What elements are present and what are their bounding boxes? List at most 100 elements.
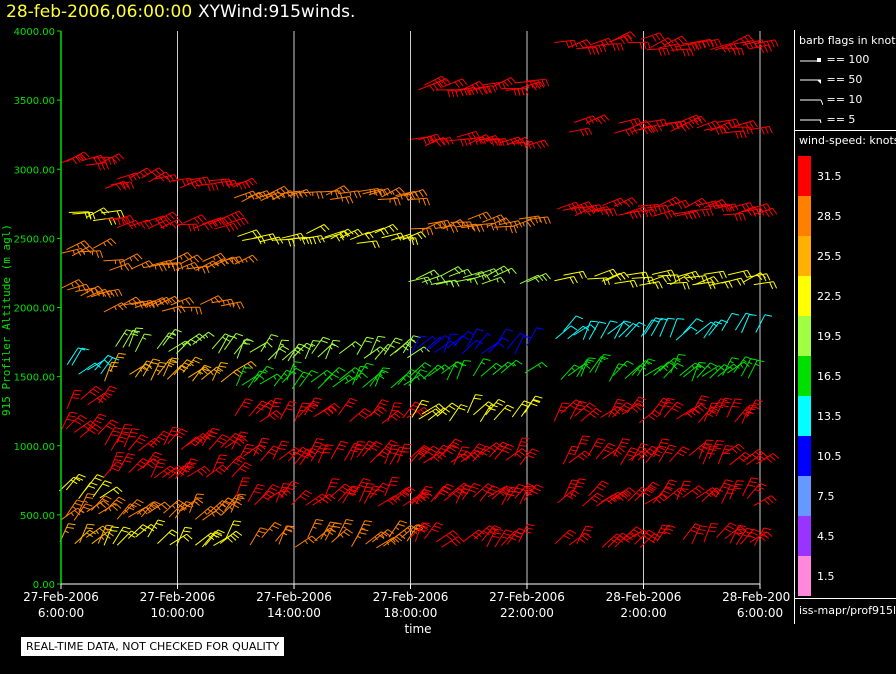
barb-feather bbox=[724, 397, 732, 400]
barb-feather bbox=[458, 453, 467, 456]
barb-feather bbox=[649, 484, 657, 489]
barb-feather bbox=[242, 343, 251, 345]
barb-staff bbox=[278, 447, 296, 460]
barb-feather bbox=[660, 400, 668, 405]
barb-feather bbox=[531, 448, 539, 452]
wind-barb bbox=[481, 342, 505, 355]
barb-feather bbox=[110, 433, 118, 437]
barb-feather bbox=[85, 503, 93, 507]
barb-staff bbox=[281, 232, 302, 239]
wind-barb bbox=[356, 240, 380, 249]
barb-feather bbox=[770, 495, 777, 502]
colorbar-cell bbox=[798, 236, 811, 276]
wind-barb bbox=[267, 398, 283, 418]
barb-feather bbox=[105, 291, 111, 299]
barb-half-feather bbox=[96, 504, 100, 509]
barb-feather bbox=[123, 460, 132, 463]
barb-feather bbox=[180, 305, 186, 313]
barb-feather bbox=[738, 443, 745, 450]
barb-staff bbox=[170, 177, 191, 182]
barb-staff bbox=[163, 499, 179, 514]
barb-feather bbox=[375, 440, 383, 446]
wind-barb bbox=[607, 532, 629, 548]
barb-feather bbox=[573, 207, 579, 215]
barb-feather bbox=[630, 31, 636, 38]
barb-feather bbox=[476, 225, 481, 233]
wind-barb bbox=[339, 228, 364, 239]
barb-feather bbox=[154, 437, 161, 443]
barb-feather bbox=[162, 221, 168, 228]
barb-feather bbox=[463, 360, 472, 362]
wind-barb bbox=[174, 462, 195, 480]
colorbar-label: 7.5 bbox=[817, 490, 835, 503]
barb-feather bbox=[390, 480, 399, 483]
barb-staff bbox=[708, 398, 722, 416]
barb-staff bbox=[324, 522, 336, 541]
wind-barb bbox=[389, 446, 407, 465]
barb-feather bbox=[725, 479, 734, 482]
barb-staff bbox=[703, 523, 712, 543]
barb-feather bbox=[490, 404, 498, 408]
barb-staff bbox=[287, 189, 307, 197]
barb-feather bbox=[655, 33, 661, 41]
barb-staff bbox=[715, 479, 727, 498]
barb-feather bbox=[175, 434, 183, 439]
barb-staff bbox=[585, 114, 605, 124]
wind-barb bbox=[440, 266, 464, 277]
barb-feather bbox=[71, 157, 78, 165]
barb-feather bbox=[323, 410, 330, 417]
wind-barb bbox=[525, 78, 550, 87]
barb-staff bbox=[157, 529, 173, 544]
barb-staff bbox=[233, 338, 248, 355]
barb-feather bbox=[166, 467, 174, 474]
barb-feather bbox=[314, 441, 323, 444]
barb-half-feather bbox=[256, 373, 261, 377]
wind-barb bbox=[142, 358, 161, 377]
barb-feather bbox=[316, 236, 321, 244]
barb-feather bbox=[749, 314, 757, 316]
barb-staff bbox=[193, 220, 213, 229]
barb-feather bbox=[256, 406, 264, 411]
barb-feather bbox=[94, 477, 102, 481]
barb-staff bbox=[424, 336, 441, 351]
barb-feather bbox=[764, 210, 770, 218]
barb-staff bbox=[92, 157, 113, 159]
barb-staff bbox=[201, 531, 216, 548]
barb-staff bbox=[567, 363, 585, 377]
barb-feather bbox=[665, 451, 673, 455]
wind-barb bbox=[446, 335, 470, 349]
barb-feather bbox=[390, 448, 398, 451]
barb-feather bbox=[139, 526, 147, 532]
wind-barb bbox=[424, 522, 444, 540]
barb-half-feather bbox=[376, 348, 380, 353]
wind-barb bbox=[182, 333, 206, 346]
barb-feather bbox=[713, 490, 721, 495]
barb-staff bbox=[161, 305, 182, 312]
barb-half-feather bbox=[414, 191, 418, 197]
barb-feather bbox=[517, 140, 523, 147]
wind-barb bbox=[663, 362, 684, 379]
barb-staff bbox=[304, 340, 314, 360]
wind-barb bbox=[79, 424, 102, 438]
barb-staff bbox=[557, 201, 577, 210]
barb-staff bbox=[80, 385, 97, 400]
barb-staff bbox=[128, 506, 146, 518]
barb-feather bbox=[363, 523, 371, 526]
barb-feather bbox=[348, 374, 355, 381]
barb-staff bbox=[291, 371, 304, 390]
barb-feather bbox=[770, 40, 775, 48]
barb-feather bbox=[696, 532, 705, 535]
barb-feather bbox=[454, 81, 460, 88]
barb-staff bbox=[381, 410, 398, 424]
wind-barb bbox=[299, 447, 319, 466]
barb-staff bbox=[150, 459, 160, 478]
barb-feather bbox=[655, 120, 660, 128]
barb-feather bbox=[420, 526, 429, 528]
barb-feather bbox=[621, 493, 628, 499]
barb-staff bbox=[60, 411, 71, 431]
barb-half-feather bbox=[407, 372, 412, 376]
barb-feather bbox=[455, 438, 463, 443]
barb-staff bbox=[180, 458, 192, 477]
barb-feather bbox=[605, 446, 614, 450]
barb-feather bbox=[127, 453, 136, 456]
